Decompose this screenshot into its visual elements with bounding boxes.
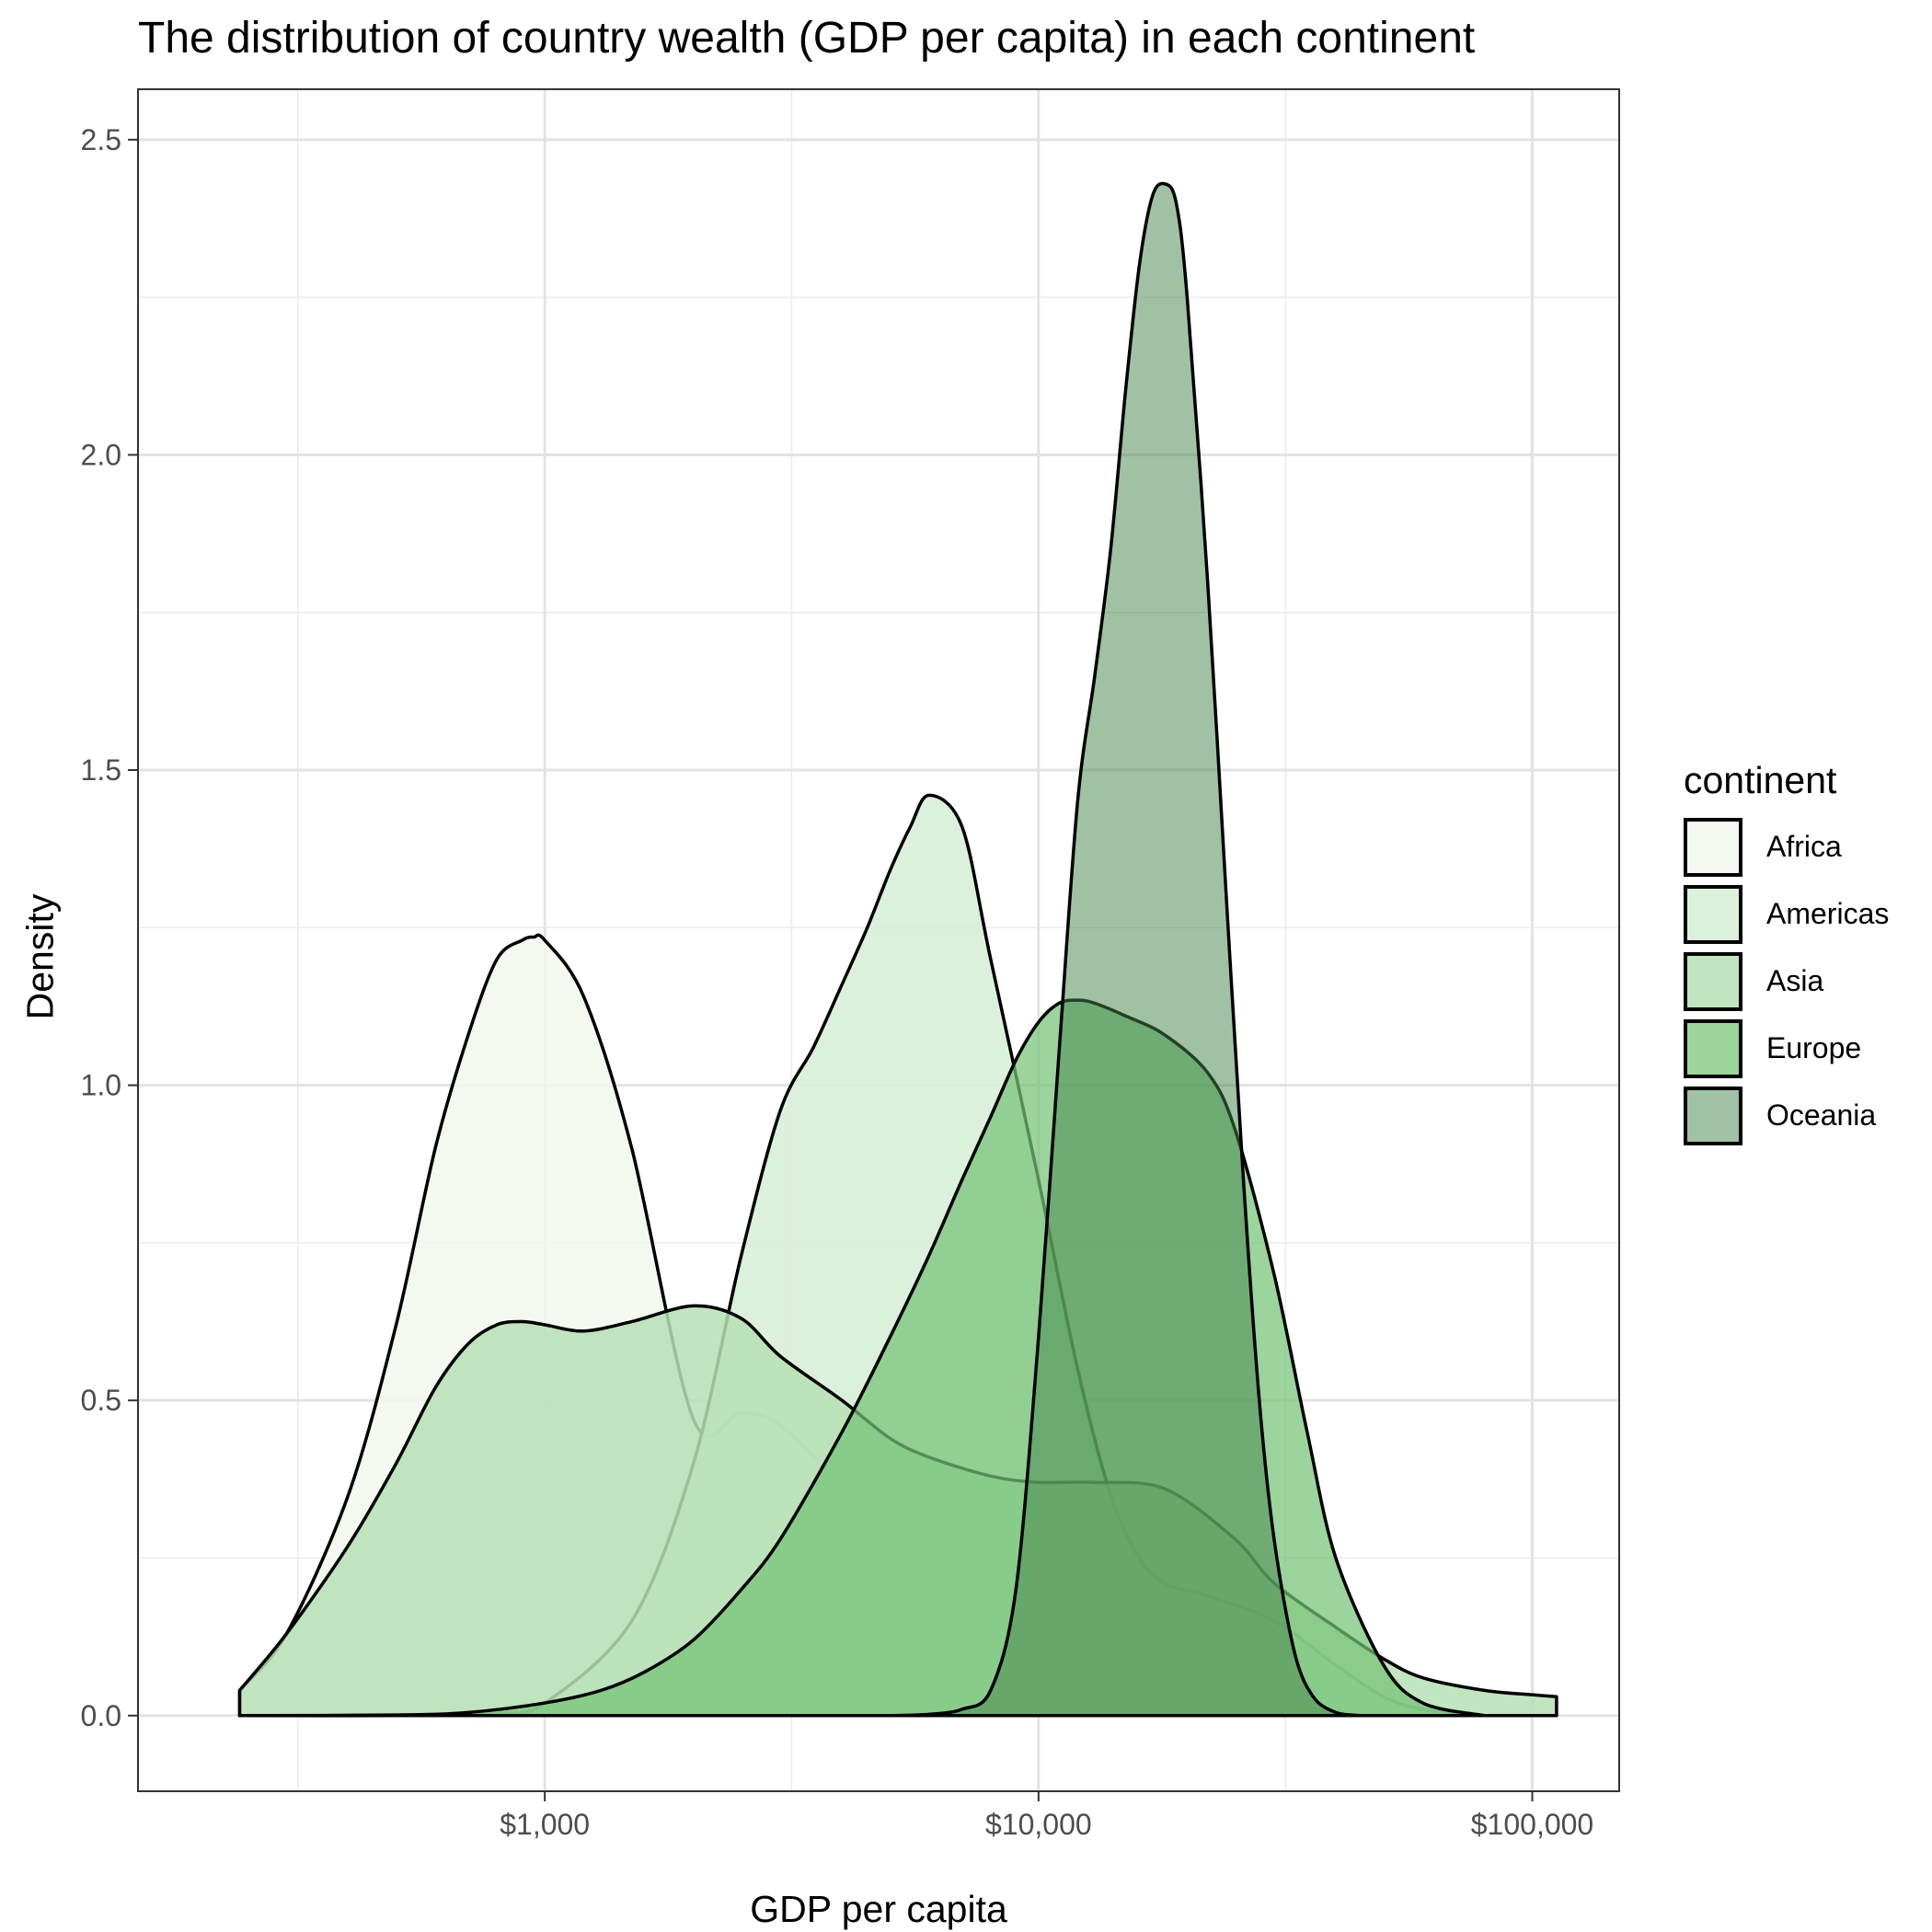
y-tick-label: 2.5 bbox=[81, 123, 121, 156]
legend-key-americas bbox=[1684, 884, 1742, 944]
legend-key-asia bbox=[1684, 951, 1742, 1011]
density-area-oceania bbox=[888, 181, 1363, 1718]
legend-key-oceania bbox=[1684, 1086, 1742, 1145]
x-axis-title: GDP per capita bbox=[750, 1888, 1007, 1930]
legend-label: Oceania bbox=[1766, 1098, 1877, 1132]
y-tick-label: 0.0 bbox=[81, 1699, 121, 1732]
y-tick-label: 2.0 bbox=[81, 438, 121, 471]
legend-label: Americas bbox=[1766, 897, 1890, 930]
x-tick-label: $100,000 bbox=[1471, 1808, 1593, 1841]
legend-item-americas: Americas bbox=[1684, 880, 1889, 948]
axis-ticks: $1,000 $10,000 $100,000 0.0 0.5 1.0 1.5 2.0 2.5 bbox=[81, 123, 1594, 1841]
legend-item-oceania: Oceania bbox=[1684, 1082, 1889, 1149]
y-tick-label: 0.5 bbox=[81, 1384, 121, 1417]
legend-title: continent bbox=[1684, 759, 1837, 801]
density-series bbox=[237, 181, 1558, 1718]
plot-panel-border bbox=[137, 88, 1620, 1792]
legend: continent Africa Americas Asia Europe Oceani… bbox=[1684, 759, 1889, 1149]
legend-label: Africa bbox=[1766, 830, 1842, 863]
legend-item-asia: Asia bbox=[1684, 948, 1889, 1015]
x-tick-label: $10,000 bbox=[985, 1808, 1092, 1841]
legend-label: Asia bbox=[1766, 964, 1824, 997]
legend-item-europe: Europe bbox=[1684, 1015, 1889, 1082]
x-tick-label: $1,000 bbox=[500, 1808, 590, 1841]
y-tick-label: 1.5 bbox=[81, 753, 121, 787]
y-tick-label: 1.0 bbox=[81, 1069, 121, 1102]
legend-item-africa: Africa bbox=[1684, 813, 1889, 880]
legend-key-europe bbox=[1684, 1018, 1742, 1078]
chart-title: The distribution of country wealth (GDP … bbox=[138, 14, 1476, 63]
y-axis-title: Density bbox=[18, 893, 62, 1020]
legend-key-africa bbox=[1684, 817, 1742, 877]
legend-label: Europe bbox=[1766, 1031, 1862, 1064]
legend-items: Africa Americas Asia Europe Oceania bbox=[1684, 813, 1889, 1149]
